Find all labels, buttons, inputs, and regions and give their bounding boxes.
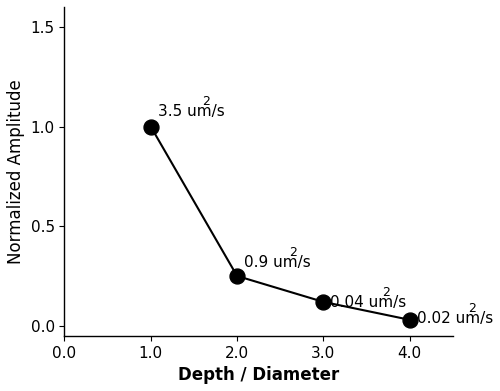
Point bbox=[233, 273, 241, 279]
Text: 2: 2 bbox=[202, 95, 210, 108]
X-axis label: Depth / Diameter: Depth / Diameter bbox=[178, 366, 340, 384]
Point bbox=[146, 124, 154, 130]
Text: 0.9 um/s: 0.9 um/s bbox=[244, 255, 310, 270]
Text: 2: 2 bbox=[468, 302, 476, 315]
Point bbox=[406, 317, 414, 323]
Text: 0.04 um/s: 0.04 um/s bbox=[330, 295, 406, 310]
Text: 0.02 um/s: 0.02 um/s bbox=[416, 311, 493, 326]
Text: 3.5 um/s: 3.5 um/s bbox=[158, 104, 224, 118]
Point bbox=[320, 299, 328, 305]
Y-axis label: Normalized Amplitude: Normalized Amplitude bbox=[7, 79, 25, 264]
Text: 2: 2 bbox=[382, 286, 390, 299]
Text: 2: 2 bbox=[289, 246, 297, 259]
